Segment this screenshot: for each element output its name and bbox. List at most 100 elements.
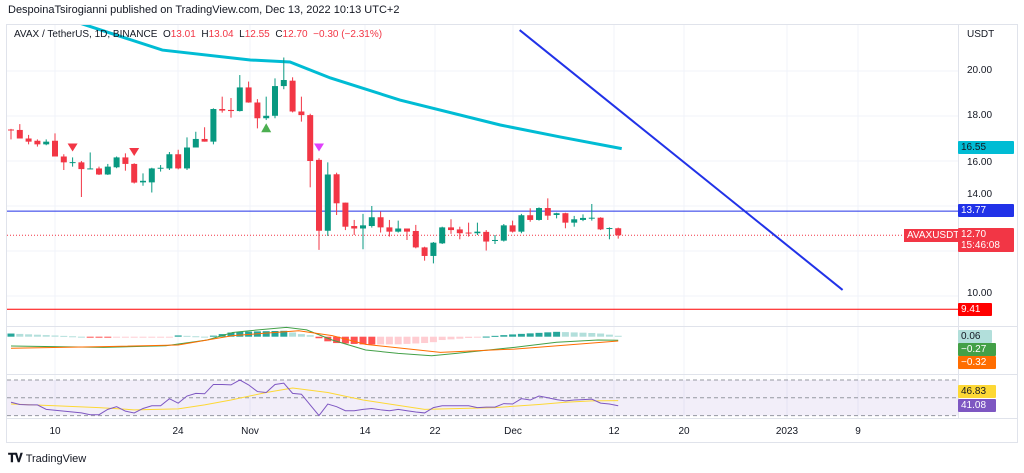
candle — [140, 173, 146, 186]
x-tick: Nov — [241, 426, 259, 437]
tradingview-logo-icon: 𝐓𝐕 — [8, 451, 23, 465]
macd-histogram-bar — [227, 332, 235, 337]
signal-down-icon — [314, 143, 324, 152]
candle-body — [456, 229, 463, 234]
macd-signal-tag: −0.32 — [958, 356, 996, 369]
candle-body — [78, 162, 85, 170]
macd-histogram-bar — [509, 334, 517, 337]
candle-body — [351, 226, 358, 229]
candle-body — [16, 129, 23, 139]
candle — [342, 202, 349, 231]
candle — [69, 157, 76, 167]
publish-info: DespoinaTsirogianni published on Trading… — [8, 4, 400, 16]
candle — [536, 207, 542, 221]
candle — [316, 158, 322, 250]
candle-body — [184, 147, 190, 169]
macd-line — [10, 326, 619, 357]
candle-body — [43, 141, 50, 145]
candle-body — [140, 180, 146, 183]
candle-body — [509, 225, 516, 232]
candle — [456, 226, 463, 240]
macd-histogram-bar — [570, 332, 578, 337]
high-label: H — [201, 29, 209, 40]
last-price-tag: 12.70 15:46:08 — [958, 228, 1014, 252]
macd-histogram-bar — [95, 336, 103, 338]
close-label: C — [275, 29, 283, 40]
candle — [606, 227, 613, 240]
candle — [148, 167, 155, 193]
macd-histogram-bar — [236, 331, 244, 337]
open-label: O — [162, 29, 171, 40]
candle — [245, 81, 252, 103]
macd-histogram-bar — [535, 332, 543, 337]
x-tick: 10 — [49, 426, 61, 437]
tradingview-brand[interactable]: 𝐓𝐕 TradingView — [8, 451, 86, 466]
x-tick: 9 — [855, 426, 861, 437]
candle — [500, 224, 507, 242]
candle-body — [192, 138, 199, 148]
candle — [254, 99, 261, 129]
candle — [192, 131, 199, 148]
main-pane — [7, 25, 958, 310]
candle — [412, 224, 419, 249]
macd-histogram-bar — [429, 336, 437, 343]
low-value: 12.55 — [244, 29, 270, 40]
candle — [96, 166, 102, 175]
candle-body — [113, 157, 120, 168]
macd-histogram-bar — [324, 336, 332, 342]
candle — [25, 134, 32, 145]
symbol-title[interactable]: AVAX / TetherUS, 1D, BINANCE — [14, 29, 158, 40]
macd-histogram-bar — [368, 336, 376, 345]
candle — [298, 96, 305, 122]
macd-histogram-bar — [579, 332, 587, 337]
candle-body — [492, 239, 498, 241]
macd-histogram-bar — [377, 336, 385, 345]
candle-body — [25, 138, 32, 142]
x-tick: 12 — [608, 426, 620, 437]
x-tick: 20 — [678, 426, 690, 437]
rsi-ma-line — [10, 387, 619, 411]
candle — [562, 212, 569, 229]
candle-body — [122, 157, 129, 164]
x-tick: 14 — [359, 426, 371, 437]
candle — [474, 222, 481, 236]
macd-histogram-bar — [526, 333, 534, 337]
macd-histogram-bar — [289, 332, 297, 337]
candle — [404, 228, 410, 240]
macd-histogram-bar — [69, 336, 77, 338]
candle — [201, 127, 208, 142]
candle — [588, 203, 595, 221]
candle-body — [430, 242, 437, 256]
candle — [492, 235, 498, 245]
candle-body — [588, 217, 595, 219]
macd-histogram-bar — [482, 336, 490, 338]
candle-body — [96, 168, 102, 175]
candle-body — [368, 217, 375, 227]
candle — [113, 156, 120, 169]
candle-body — [210, 109, 217, 142]
macd-histogram-bar — [130, 336, 138, 338]
price-tick: 14.00 — [967, 189, 993, 200]
candle — [395, 220, 402, 233]
candle-body — [439, 227, 446, 244]
candle-body — [483, 231, 490, 242]
macd-histogram-bar — [201, 336, 209, 338]
candle-body — [333, 174, 340, 204]
price-tick: 20.00 — [967, 65, 993, 76]
close-value: 12.70 — [282, 29, 308, 40]
candle — [43, 139, 50, 146]
candle — [122, 153, 129, 171]
macd-histogram-bar — [60, 335, 68, 337]
candle-body — [201, 138, 208, 142]
macd-histogram-bar — [605, 334, 613, 337]
candle-body — [131, 163, 138, 183]
candle-body — [615, 228, 622, 236]
macd-histogram-bar — [16, 333, 24, 337]
price-unit: USDT — [967, 29, 995, 40]
macd-histogram-bar — [438, 336, 446, 341]
candle — [16, 124, 23, 139]
macd-histogram-bar — [104, 336, 112, 338]
candle-body — [254, 102, 261, 119]
